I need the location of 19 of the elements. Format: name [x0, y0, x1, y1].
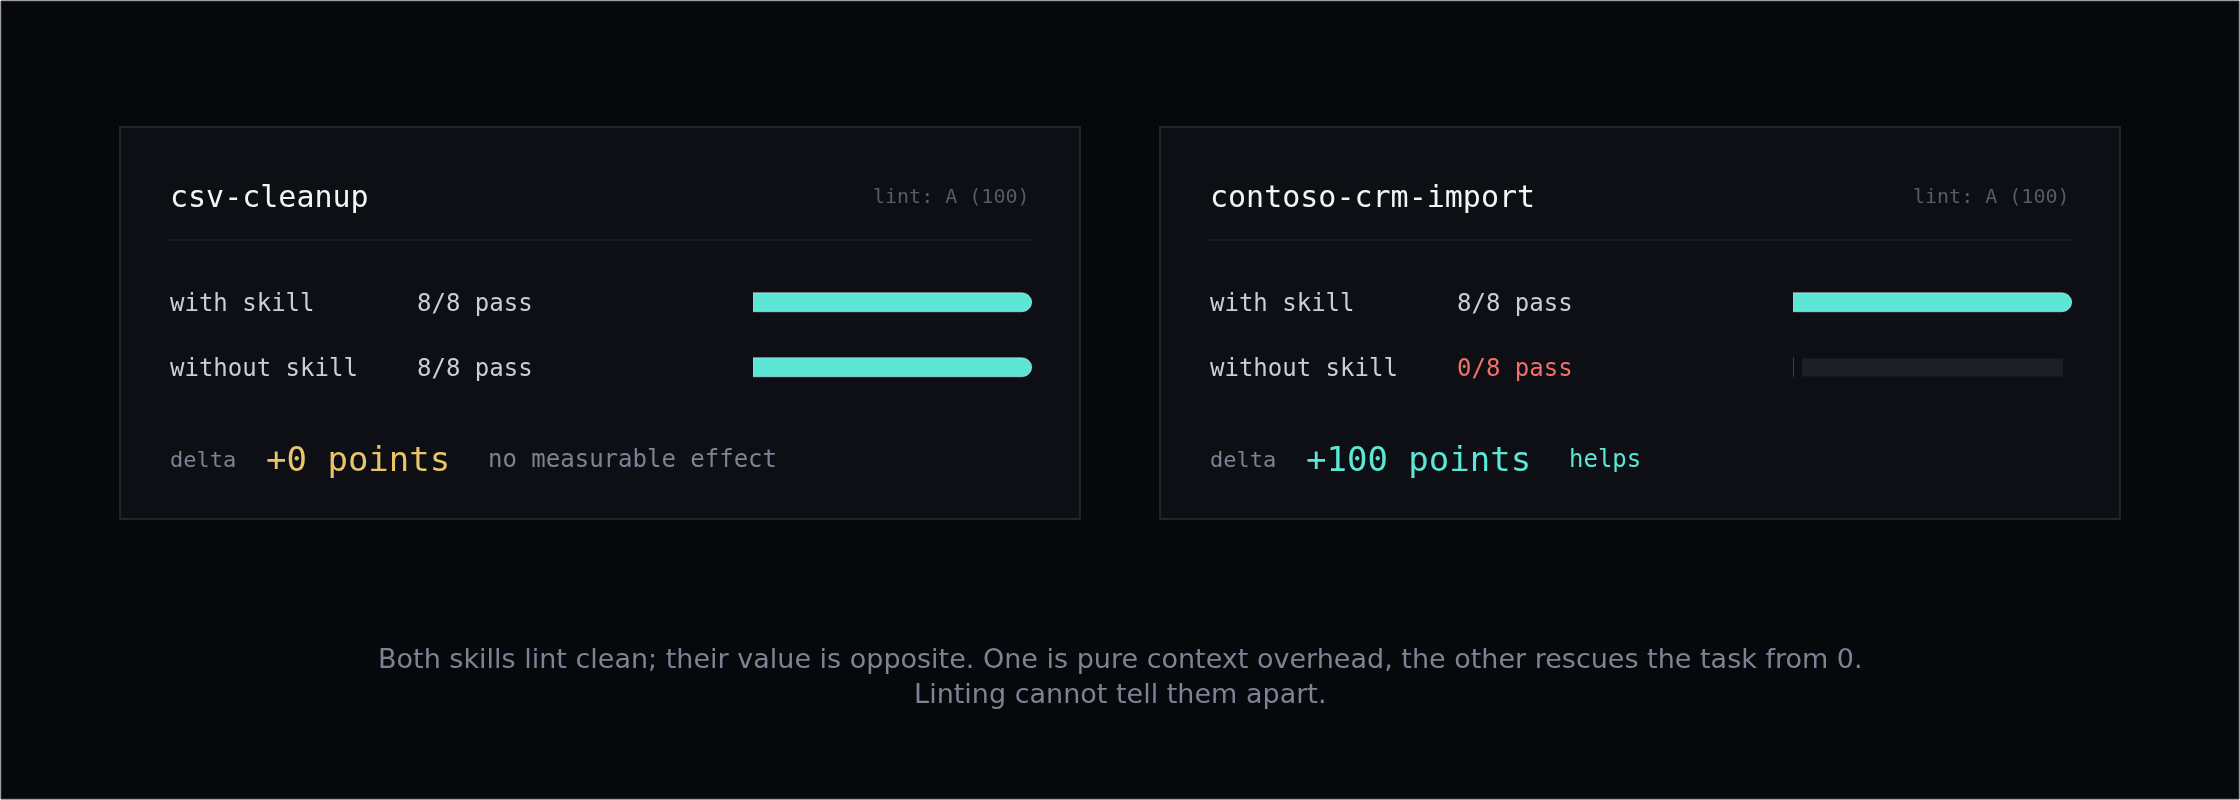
- y-tick-label: with skill: [1210, 289, 1355, 317]
- text: +100 points: [1306, 439, 1532, 479]
- text: no measurable effect: [488, 445, 777, 473]
- y-tick-label: without skill: [170, 354, 358, 382]
- data-label: 8/8 pass: [417, 289, 533, 317]
- text: delta: [170, 447, 237, 472]
- text: Both skills lint clean; their value is opposite. One is pure context overhead, the other rescues the task from 0. Linting cannot tell them apart.: [378, 643, 1863, 710]
- chart-subtitle: lint: A (100): [873, 184, 1030, 208]
- chart-subtitle: lint: A (100): [1913, 184, 2070, 208]
- y-tick-label: without skill: [1210, 354, 1398, 382]
- text: delta: [1210, 447, 1277, 472]
- data-label: 8/8 pass: [1457, 289, 1573, 317]
- y-tick-label: with skill: [170, 289, 315, 317]
- text: +0 points: [266, 439, 451, 479]
- data-label: 8/8 pass: [417, 354, 533, 382]
- text: helps: [1569, 445, 1642, 473]
- text: csv-cleanup: [170, 179, 369, 214]
- data-label: 0/8 pass: [1457, 354, 1573, 382]
- text: contoso-crm-import: [1210, 179, 1536, 214]
